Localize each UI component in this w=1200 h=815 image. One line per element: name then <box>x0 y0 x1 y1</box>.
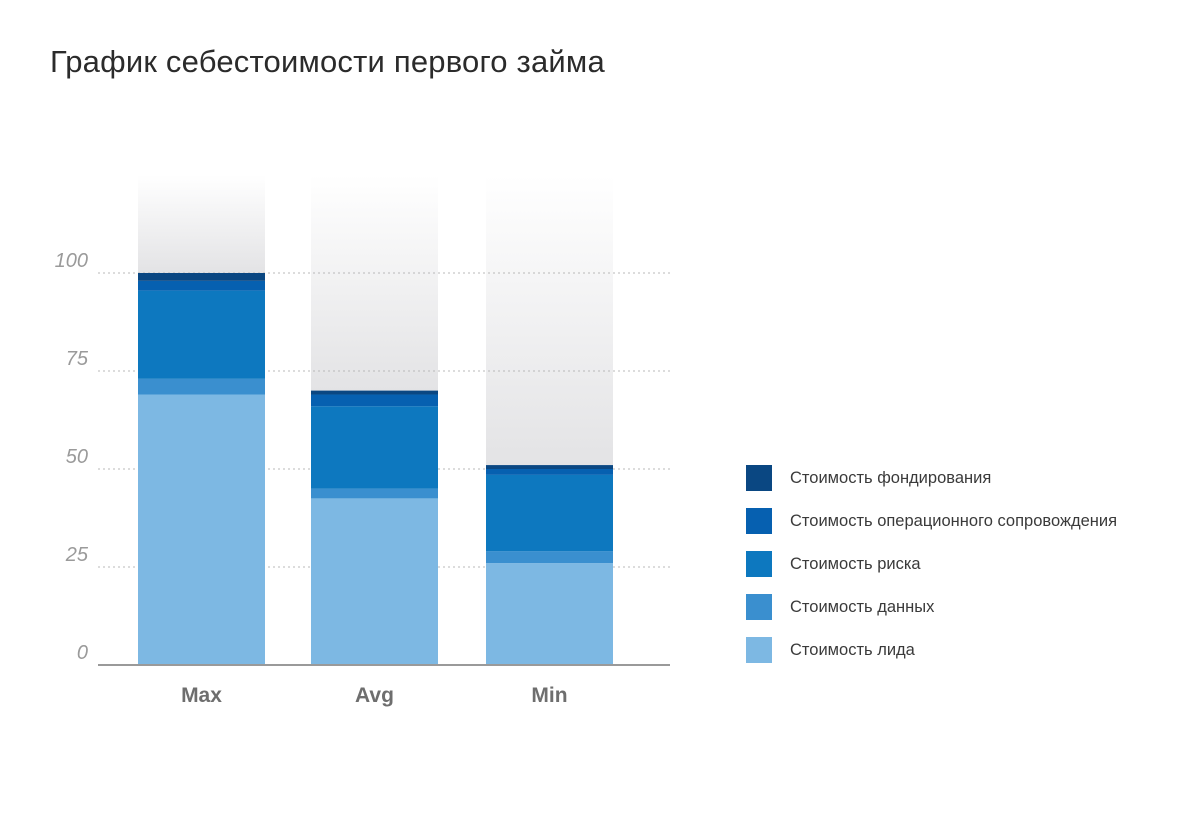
legend-item: Стоимость фондирования <box>746 465 1117 491</box>
bar-background-min <box>486 175 613 466</box>
y-tick-label-0: 0 <box>77 642 88 664</box>
bar-segment-max-0 <box>138 394 265 665</box>
legend-swatch <box>746 508 772 534</box>
bar-segment-min-0 <box>486 563 613 665</box>
legend-item: Стоимость лида <box>746 637 1117 663</box>
bar-background-avg <box>311 175 438 391</box>
bar-segment-min-1 <box>486 551 613 564</box>
bar-segment-min-3 <box>486 469 613 475</box>
axis-layer: 0 25 50 75 100 Max Avg Min <box>55 250 670 707</box>
bar-segment-max-1 <box>138 378 265 395</box>
x-tick-label-max: Max <box>181 684 222 707</box>
legend-label: Стоимость операционного сопровождения <box>790 511 1118 530</box>
legend-swatch <box>746 465 772 491</box>
bar-segment-avg-4 <box>311 390 438 395</box>
bar-segment-max-4 <box>138 273 265 281</box>
y-tick-label-75: 75 <box>66 348 89 370</box>
legend-swatch <box>746 594 772 620</box>
legend-label: Стоимость лида <box>790 640 915 659</box>
bar-segment-min-4 <box>486 465 613 469</box>
legend-label: Стоимость фондирования <box>790 468 992 487</box>
bar-segment-avg-2 <box>311 406 438 489</box>
legend-label: Стоимость данных <box>790 597 935 616</box>
bar-layer <box>138 273 613 665</box>
bar-segment-avg-1 <box>311 488 438 499</box>
legend-label: Стоимость риска <box>790 554 921 573</box>
bar-segment-avg-3 <box>311 394 438 407</box>
chart-title: График себестоимости первого займа <box>50 44 605 79</box>
legend-swatch <box>746 637 772 663</box>
x-tick-label-min: Min <box>531 684 567 707</box>
y-tick-label-100: 100 <box>55 250 88 272</box>
y-tick-label-25: 25 <box>65 544 89 566</box>
x-tick-label-avg: Avg <box>355 684 394 707</box>
legend-item: Стоимость операционного сопровождения <box>746 508 1117 534</box>
legend-swatch <box>746 551 772 577</box>
bar-background-layer <box>138 175 613 466</box>
legend: Стоимость фондирования Стоимость операцио… <box>746 465 1117 680</box>
bar-segment-max-2 <box>138 290 265 379</box>
y-tick-label-50: 50 <box>66 446 88 468</box>
legend-item: Стоимость данных <box>746 594 1117 620</box>
bar-segment-avg-0 <box>311 498 438 665</box>
bar-background-max <box>138 175 265 273</box>
bar-segment-min-2 <box>486 474 613 552</box>
legend-item: Стоимость риска <box>746 551 1117 577</box>
bar-segment-max-3 <box>138 280 265 291</box>
